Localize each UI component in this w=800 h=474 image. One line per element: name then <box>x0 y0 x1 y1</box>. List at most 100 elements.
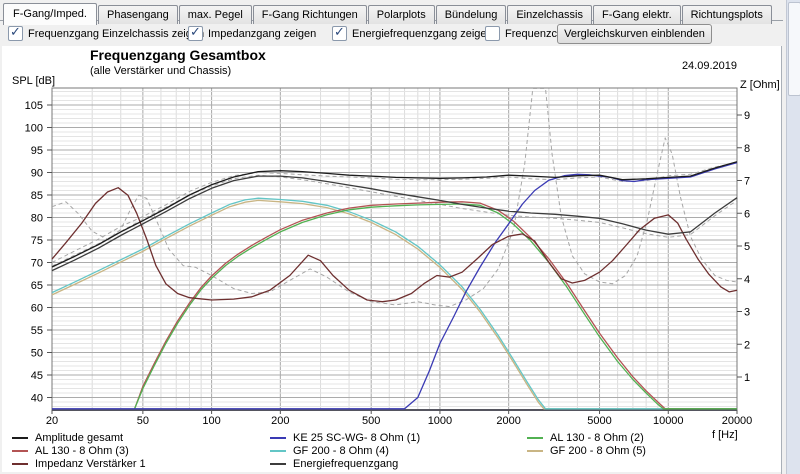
legend-label: GF 200 - 8 Ohm (4) <box>293 444 389 457</box>
svg-text:50: 50 <box>137 415 149 427</box>
chart-title: Frequenzgang Gesamtbox <box>90 47 266 63</box>
legend-item: KE 25 SC-WG- 8 Ohm (1) <box>270 431 420 444</box>
svg-text:95: 95 <box>31 145 43 157</box>
svg-text:3: 3 <box>744 307 750 319</box>
legend-swatch <box>527 436 543 439</box>
tab-max-pegel[interactable]: max. Pegel <box>178 5 252 24</box>
svg-text:60: 60 <box>31 303 43 315</box>
tab-f-gang-richtungen[interactable]: F-Gang Richtungen <box>252 5 367 24</box>
svg-text:2000: 2000 <box>496 415 520 427</box>
svg-text:105: 105 <box>25 100 43 112</box>
legend-column: AL 130 - 8 Ohm (2) GF 200 - 8 Ohm (5) <box>527 431 646 457</box>
series-energiefrequenzgang <box>51 175 738 272</box>
legend-item: GF 200 - 8 Ohm (4) <box>270 444 420 457</box>
tab-f-gang-imped-[interactable]: F-Gang/Imped. <box>3 3 97 25</box>
vergleichskurven-button[interactable]: Vergleichskurven einblenden <box>557 24 712 44</box>
chart-panel <box>2 46 781 472</box>
svg-text:8: 8 <box>744 143 750 155</box>
y-axis-right-label: Z [Ohm] <box>740 79 780 91</box>
series-al-130-8-ohm-2- <box>133 203 737 410</box>
series-ke-25-sc-wg-8-ohm-1- <box>52 161 738 410</box>
svg-text:1000: 1000 <box>428 415 452 427</box>
series-impedanz-verst-rker-1 <box>51 187 738 303</box>
svg-text:4: 4 <box>744 274 750 286</box>
legend-item: GF 200 - 8 Ohm (5) <box>527 444 646 457</box>
legend-label: AL 130 - 8 Ohm (3) <box>35 444 129 457</box>
scrollbar-thumb[interactable] <box>788 2 800 96</box>
legend-label: Impedanz Verstärker 1 <box>35 457 146 470</box>
legend-label: Energiefrequenzgang <box>293 457 399 470</box>
svg-text:20000: 20000 <box>722 415 753 427</box>
chart-subtitle: (alle Verstärker und Chassis) <box>90 65 232 77</box>
checkbox-box[interactable] <box>332 24 347 41</box>
svg-text:55: 55 <box>31 325 43 337</box>
svg-text:70: 70 <box>31 258 43 270</box>
legend-label: Amplitude gesamt <box>35 431 124 444</box>
svg-text:100: 100 <box>202 415 220 427</box>
svg-text:7: 7 <box>744 176 750 188</box>
checkbox-frequenzgang-einzelchassis[interactable]: Frequenzgang Einzelchassis zeigen <box>8 24 204 41</box>
legend-swatch <box>527 449 543 452</box>
legend-item: AL 130 - 8 Ohm (3) <box>12 444 146 457</box>
svg-text:9: 9 <box>744 110 750 122</box>
svg-text:5000: 5000 <box>587 415 611 427</box>
series-vergleich-amplitude-gestrichelt- <box>51 162 738 263</box>
series-gf-200-8-ohm-4- <box>51 197 737 410</box>
tab-polarplots[interactable]: Polarplots <box>367 5 435 24</box>
svg-text:90: 90 <box>31 168 43 180</box>
series-amplitude-gesamt <box>51 161 738 268</box>
legend-label: KE 25 SC-WG- 8 Ohm (1) <box>293 431 421 444</box>
chart-date: 24.09.2019 <box>681 60 737 72</box>
tab-einzelchassis[interactable]: Einzelchassis <box>507 5 592 24</box>
legend-swatch <box>12 462 28 465</box>
svg-text:75: 75 <box>31 235 43 247</box>
checkbox-box[interactable] <box>8 24 23 41</box>
vertical-scrollbar[interactable] <box>786 0 800 474</box>
svg-text:2: 2 <box>744 339 750 351</box>
legend-swatch <box>270 462 286 465</box>
legend-column: Amplitude gesamt AL 130 - 8 Ohm (3) Impeda… <box>12 431 146 470</box>
x-axis-label: f [Hz] <box>712 429 738 441</box>
legend-item: AL 130 - 8 Ohm (2) <box>527 431 646 444</box>
legend-label: AL 130 - 8 Ohm (2) <box>550 431 644 444</box>
series-gf-200-8-ohm-5- <box>51 199 737 410</box>
tab-phasengang[interactable]: Phasengang <box>97 5 178 24</box>
legend-label: GF 200 - 8 Ohm (5) <box>550 444 646 457</box>
tab-b-ndelung[interactable]: Bündelung <box>435 5 507 24</box>
svg-text:80: 80 <box>31 213 43 225</box>
tab-strip: F-Gang/Imped. Phasengang max. Pegel F-Gang … <box>3 2 773 25</box>
legend-item: Amplitude gesamt <box>12 431 146 444</box>
tab-richtungsplots[interactable]: Richtungsplots <box>681 5 772 24</box>
chart-toolbar: Frequenzgang Einzelchassis zeigen Impeda… <box>0 21 783 46</box>
legend-swatch <box>12 436 28 439</box>
svg-text:20: 20 <box>46 415 58 427</box>
tab-f-gang-elektr-[interactable]: F-Gang elektr. <box>592 5 681 24</box>
checkbox-box[interactable] <box>485 26 500 41</box>
legend-swatch <box>270 449 286 452</box>
svg-text:50: 50 <box>31 348 43 360</box>
svg-text:40: 40 <box>31 393 43 405</box>
legend-item: Impedanz Verstärker 1 <box>12 457 146 470</box>
checkbox-box[interactable] <box>188 24 203 41</box>
svg-text:1: 1 <box>744 372 750 384</box>
series-al-130-8-ohm-3- <box>133 201 737 410</box>
svg-text:500: 500 <box>362 415 380 427</box>
series-vergleich-energiefrequenzgang-gestrichelt- <box>51 174 738 267</box>
svg-text:5: 5 <box>744 241 750 253</box>
svg-text:65: 65 <box>31 280 43 292</box>
svg-text:6: 6 <box>744 208 750 220</box>
checkbox-impedanzgang[interactable]: Impedanzgang zeigen <box>188 24 316 41</box>
svg-text:45: 45 <box>31 370 43 382</box>
legend-column: KE 25 SC-WG- 8 Ohm (1) GF 200 - 8 Ohm (4)… <box>270 431 420 470</box>
svg-text:85: 85 <box>31 190 43 202</box>
legend-swatch <box>270 436 286 439</box>
panel-right-border <box>781 20 782 474</box>
y-axis-left-label: SPL [dB] <box>12 75 56 87</box>
checkbox-energiefrequenzgang[interactable]: Energiefrequenzgang zeigen <box>332 24 493 41</box>
checkbox-label: Energiefrequenzgang zeigen <box>352 27 493 40</box>
svg-text:200: 200 <box>271 415 289 427</box>
series-vergleich-impedanz-gestrichelt- <box>51 88 738 308</box>
legend-item: Energiefrequenzgang <box>270 457 420 470</box>
svg-text:100: 100 <box>25 123 43 135</box>
